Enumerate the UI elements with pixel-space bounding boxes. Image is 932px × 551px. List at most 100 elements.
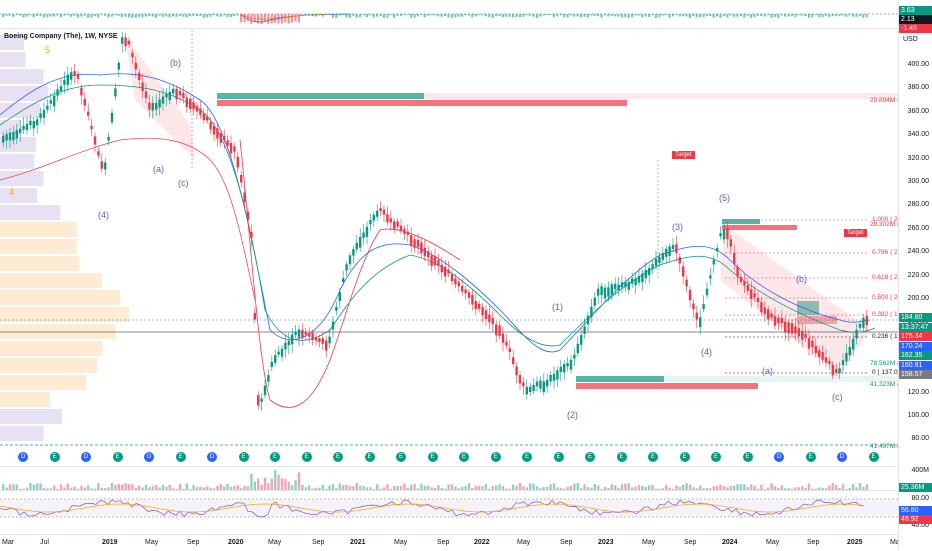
candle (818, 350, 821, 358)
dividend-event-icon[interactable]: D (837, 452, 847, 462)
oscillator-bar (243, 14, 246, 23)
oscillator-bar (671, 14, 674, 17)
earnings-event-icon[interactable]: E (868, 452, 879, 462)
volume-bar (495, 485, 498, 491)
candle (692, 303, 695, 310)
candle (576, 343, 579, 353)
candle (304, 331, 307, 335)
volume-bar (8, 484, 12, 491)
earnings-event-icon[interactable]: E (459, 452, 469, 462)
oscillator-bar (236, 14, 239, 16)
candle (811, 340, 814, 348)
volume-bar (410, 484, 413, 491)
earnings-event-icon[interactable]: E (585, 452, 595, 462)
candle (240, 174, 243, 183)
candle (80, 87, 83, 96)
target-marker-2[interactable]: Target (844, 229, 867, 237)
earnings-event-icon[interactable]: E (238, 452, 249, 462)
earnings-event-icon[interactable]: E (270, 452, 280, 462)
oscillator-bar (777, 14, 780, 18)
candle (161, 96, 165, 104)
dividend-event-icon[interactable]: D (81, 452, 91, 462)
earnings-event-icon[interactable]: E (553, 452, 564, 462)
symbol-title[interactable]: Boeing Company (The), 1W, NYSE (4, 33, 118, 40)
earnings-event-icon[interactable]: E (427, 452, 438, 462)
price-chart[interactable]: 1.000 ( 267 0.786 ( 239 0.618 ( 217 0.50… (0, 30, 907, 450)
volume-bar (841, 484, 845, 491)
candle (73, 71, 76, 76)
candle (104, 162, 107, 170)
dividend-event-icon[interactable]: D (774, 452, 784, 462)
rsi-plot (0, 498, 898, 518)
volume-bar (257, 478, 260, 491)
oscillator-bar (773, 14, 776, 17)
candle (784, 321, 787, 333)
earnings-event-icon[interactable]: E (522, 452, 532, 462)
earnings-event-icon[interactable]: E (396, 452, 406, 462)
earnings-event-icon[interactable]: E (805, 452, 816, 462)
earnings-event-icon[interactable]: E (301, 452, 312, 462)
candle (236, 156, 239, 168)
oscillator-bar (379, 14, 382, 17)
volume-bar (573, 483, 576, 491)
earnings-event-icon[interactable]: E (333, 452, 343, 462)
volume-bar (631, 487, 634, 491)
price-axis[interactable]: 3.63 2.13 -1.49 400M 25.36M 80.00 40.00 … (898, 0, 932, 550)
candle (376, 210, 379, 217)
volume-pane[interactable] (0, 466, 898, 491)
volume-bar (212, 488, 216, 491)
osc-badge: -1.49 (899, 24, 932, 33)
rsi-badge: 56.80 (899, 506, 932, 515)
dividend-event-icon[interactable]: D (144, 452, 154, 462)
candle (682, 266, 685, 277)
rsi-pane[interactable] (0, 490, 898, 529)
candle (702, 304, 705, 309)
candle (301, 330, 304, 338)
oscillator-bar (767, 14, 770, 16)
earnings-event-icon[interactable]: E (711, 452, 721, 462)
candle (25, 123, 29, 131)
volume-bar (87, 485, 90, 491)
earnings-event-icon[interactable]: E (112, 452, 123, 462)
volume-bar (726, 487, 729, 491)
time-axis-month: Jul (40, 539, 49, 546)
earnings-event-icon[interactable]: E (679, 452, 690, 462)
earnings-event-icon[interactable]: E (49, 452, 60, 462)
candle (165, 94, 168, 98)
candle (467, 292, 471, 298)
top-oscillator-pane[interactable] (0, 0, 898, 29)
oscillator-bar (76, 14, 79, 18)
volume-bar (396, 486, 399, 491)
candle (393, 221, 396, 230)
earnings-event-icon[interactable]: E (616, 452, 627, 462)
earnings-event-icon[interactable]: E (364, 452, 375, 462)
oscillator-bar (15, 14, 18, 16)
oscillator-bar (348, 14, 351, 18)
volume-bar (580, 488, 583, 491)
wave-label: (4) (98, 210, 109, 220)
candle (260, 398, 263, 402)
dividend-event-icon[interactable]: D (207, 452, 217, 462)
earnings-event-icon[interactable]: E (648, 452, 658, 462)
candle (420, 242, 423, 254)
volume-bar (797, 487, 800, 491)
earnings-event-icon[interactable]: E (175, 452, 186, 462)
earnings-event-icon[interactable]: E (742, 452, 753, 462)
candle (637, 275, 641, 283)
time-axis-month: May (517, 539, 531, 546)
currency-button[interactable]: USD (903, 36, 918, 43)
volume-bar (161, 484, 165, 491)
volume-bar (512, 484, 515, 491)
earnings-event-icon[interactable]: E (490, 452, 501, 462)
fib-label-0618: 0.618 ( 217 (872, 274, 905, 281)
time-axis[interactable]: Mar Jul 2019 May Sep 2020 May Sep 2021 May Sep 2022… (0, 534, 903, 551)
oscillator-bar (481, 14, 484, 16)
volume-bar (328, 485, 331, 491)
price-badge: 13:37:47 (899, 322, 932, 332)
volume-profile-bar (0, 239, 77, 254)
oscillator-bar (253, 14, 256, 23)
oscillator-bar (644, 14, 647, 17)
volume-bar (641, 485, 644, 491)
dividend-event-icon[interactable]: D (18, 452, 28, 462)
target-marker-1[interactable]: Target (672, 151, 695, 159)
